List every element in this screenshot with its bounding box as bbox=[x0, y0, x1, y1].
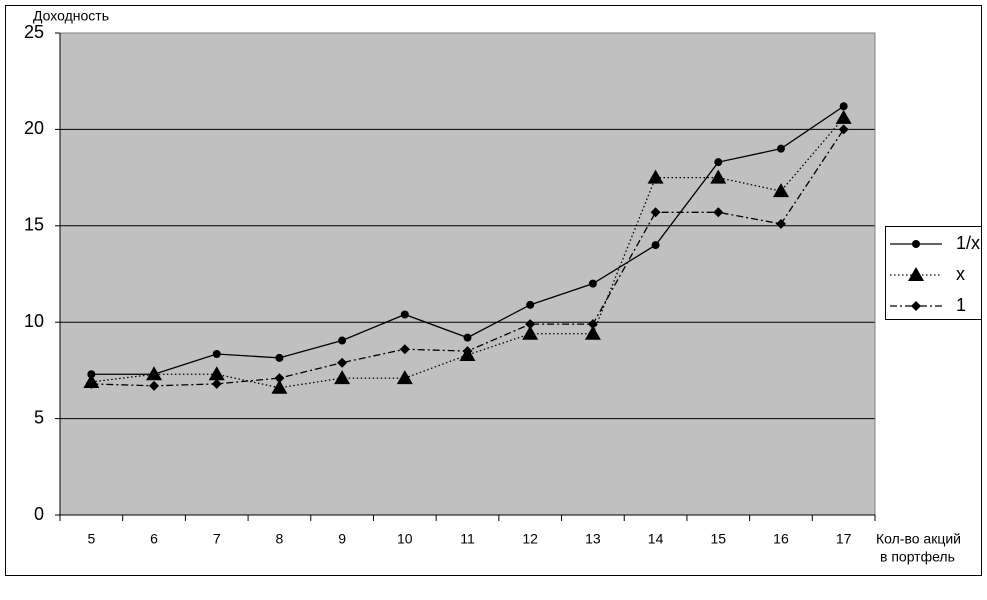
marker bbox=[588, 279, 597, 288]
marker bbox=[835, 109, 852, 124]
marker bbox=[211, 378, 222, 389]
x-axis-title: Кол-во акций bbox=[876, 531, 961, 547]
marker bbox=[149, 380, 160, 391]
y-tick-label: 5 bbox=[34, 407, 44, 427]
marker bbox=[839, 102, 848, 111]
x-tick-label: 5 bbox=[87, 531, 95, 547]
y-tick-label: 0 bbox=[34, 504, 44, 524]
marker bbox=[334, 370, 351, 385]
marker bbox=[86, 378, 97, 389]
marker bbox=[271, 379, 288, 394]
marker bbox=[338, 336, 347, 345]
y-axis-title: Доходность bbox=[33, 8, 109, 24]
x-tick-label: 8 bbox=[276, 531, 284, 547]
marker bbox=[275, 353, 284, 362]
plot-area bbox=[60, 33, 875, 515]
legend-marker bbox=[911, 301, 921, 311]
x-tick-label: 17 bbox=[836, 531, 852, 547]
legend-label: 1 bbox=[956, 295, 966, 315]
marker bbox=[584, 325, 601, 340]
marker bbox=[650, 207, 661, 218]
marker bbox=[146, 366, 163, 381]
marker bbox=[208, 366, 225, 381]
x-tick-label: 10 bbox=[397, 531, 413, 547]
marker bbox=[522, 325, 539, 340]
marker bbox=[714, 158, 723, 167]
marker bbox=[396, 370, 413, 385]
legend: 1/x x 1 bbox=[885, 226, 982, 320]
x-axis-title: в портфель bbox=[880, 549, 955, 565]
y-tick-label: 10 bbox=[24, 311, 44, 331]
marker bbox=[212, 350, 221, 359]
x-tick-label: 12 bbox=[522, 531, 538, 547]
marker bbox=[274, 373, 285, 384]
x-tick-label: 14 bbox=[648, 531, 664, 547]
marker bbox=[587, 319, 598, 330]
x-tick-label: 6 bbox=[150, 531, 158, 547]
marker bbox=[710, 169, 727, 184]
marker bbox=[776, 144, 785, 153]
x-tick-label: 16 bbox=[773, 531, 789, 547]
legend-label: x bbox=[956, 264, 965, 284]
marker bbox=[775, 218, 786, 229]
legend-marker bbox=[912, 240, 920, 248]
marker bbox=[399, 344, 410, 355]
marker bbox=[462, 346, 473, 357]
x-tick-label: 13 bbox=[585, 531, 601, 547]
marker bbox=[525, 319, 536, 330]
marker bbox=[838, 124, 849, 135]
marker bbox=[400, 310, 409, 319]
y-tick-label: 15 bbox=[24, 215, 44, 235]
y-tick-label: 20 bbox=[24, 118, 44, 138]
legend-box bbox=[885, 226, 982, 320]
legend-label: 1/x bbox=[956, 233, 980, 253]
x-tick-label: 9 bbox=[338, 531, 346, 547]
marker bbox=[651, 241, 660, 250]
marker bbox=[526, 300, 535, 309]
marker bbox=[463, 333, 472, 342]
y-tick-label: 25 bbox=[24, 22, 44, 42]
marker bbox=[647, 169, 664, 184]
marker bbox=[772, 183, 789, 198]
marker bbox=[337, 357, 348, 368]
x-tick-label: 15 bbox=[710, 531, 726, 547]
legend-marker bbox=[908, 267, 924, 281]
x-tick-label: 11 bbox=[460, 531, 475, 547]
marker bbox=[713, 207, 724, 218]
x-tick-label: 7 bbox=[213, 531, 221, 547]
